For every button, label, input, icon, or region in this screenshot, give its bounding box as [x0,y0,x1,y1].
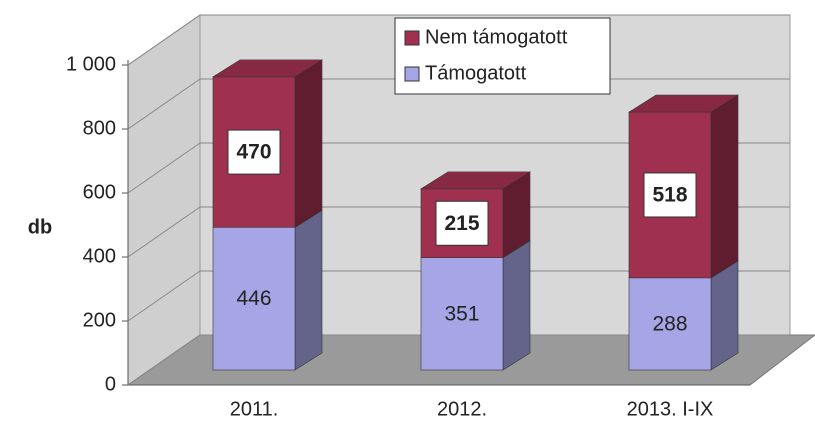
y-tick-label: 200 [83,309,116,331]
x-tick-label: 2013. I-IX [627,398,714,420]
grid-line [127,206,201,258]
legend-label: Támogatott [425,62,527,84]
side-wall [127,14,201,386]
y-tick-label: 0 [105,373,116,395]
data-label: 470 [236,141,271,164]
y-tick-label: 400 [83,245,116,267]
bar-side [294,59,323,228]
data-label: 351 [444,302,479,325]
bar-side [710,260,739,371]
data-label: 446 [236,287,271,310]
legend-swatch [404,66,420,82]
bar-side [502,240,531,371]
legend [394,17,611,95]
bar-top [211,59,324,78]
data-label: 215 [444,212,479,235]
bar [420,257,504,371]
bar-side [710,94,739,279]
data-label-box [227,129,281,175]
y-tick-label: 800 [83,117,116,139]
bar-side [294,209,323,371]
grid-line [127,334,201,386]
legend-label: Nem támogatott [425,26,568,48]
grid-line [127,142,201,194]
y-tick-label: 600 [83,181,116,203]
y-tick-label: 1 000 [66,53,116,75]
bar [628,277,712,371]
bar-top [627,94,740,113]
x-tick-label: 2012. [437,398,487,420]
legend-swatch [404,30,420,46]
grid-line [127,78,201,130]
grid-line [127,14,201,66]
data-label: 518 [652,184,687,207]
grid-line [127,270,201,322]
data-label: 288 [652,312,687,335]
y-axis-label: db [28,216,52,238]
bar-top [419,171,532,190]
data-label-box [643,172,697,218]
x-tick-label: 2011. [230,398,279,420]
data-label-box [435,200,489,246]
